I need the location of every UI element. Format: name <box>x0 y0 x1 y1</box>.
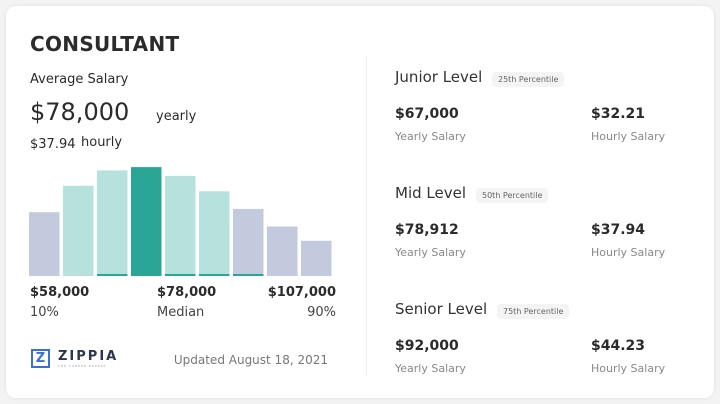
level-yearly-label: Yearly Salary <box>395 246 466 259</box>
job-title: CONSULTANT <box>30 32 180 56</box>
level-hourly-label: Hourly Salary <box>591 362 666 375</box>
histogram-bar <box>165 175 196 276</box>
level-yearly-value: $67,000 <box>395 106 459 122</box>
x-label-median: $78,000 <box>157 285 217 300</box>
level-yearly-label: Yearly Salary <box>395 362 466 375</box>
histogram-bar <box>131 167 162 276</box>
x-sub-low: 10% <box>30 305 59 320</box>
level-yearly-value: $78,912 <box>395 222 459 238</box>
level-name: Mid Level <box>395 184 466 202</box>
zippia-z-icon: Z <box>31 349 50 368</box>
average-salary-label: Average Salary <box>30 72 129 87</box>
histogram-bar <box>29 212 60 276</box>
level-hourly-value: $44.23 <box>591 338 646 354</box>
level-hourly-value: $32.21 <box>591 106 646 122</box>
histogram-bar-baseline <box>97 274 128 276</box>
histogram-bar-baseline <box>199 274 230 276</box>
zippia-logo[interactable]: Z ZIPPIA THE CAREER EXPERT <box>31 349 118 368</box>
histogram-bar-baseline <box>165 274 196 276</box>
salary-histogram <box>29 167 332 276</box>
divider <box>366 56 367 376</box>
level-yearly-value: $92,000 <box>395 338 459 354</box>
level-name: Junior Level <box>395 68 483 86</box>
brand-tagline: THE CAREER EXPERT <box>58 364 107 368</box>
x-sub-high: 90% <box>307 305 336 320</box>
percentile-badge: 75th Percentile <box>497 304 570 319</box>
salary-card: CONSULTANT Average Salary $78,000 yearly… <box>6 6 714 398</box>
average-hourly-value: $37.94 <box>30 137 76 152</box>
yearly-label: yearly <box>156 109 197 124</box>
x-label-low: $58,000 <box>30 285 90 300</box>
updated-date: Updated August 18, 2021 <box>173 353 328 367</box>
histogram-bar <box>97 170 128 276</box>
histogram-bar <box>199 191 230 276</box>
histogram-bar <box>233 208 264 276</box>
x-sub-median: Median <box>157 305 205 320</box>
histogram-bar <box>301 240 332 276</box>
histogram-bar-baseline <box>233 274 264 276</box>
x-label-high: $107,000 <box>267 285 336 300</box>
level-hourly-label: Hourly Salary <box>591 246 666 259</box>
level-name: Senior Level <box>395 300 488 318</box>
histogram-bar <box>63 185 94 276</box>
histogram-bar <box>267 226 298 276</box>
level-hourly-label: Hourly Salary <box>591 130 666 143</box>
hourly-label: hourly <box>81 135 123 150</box>
level-hourly-value: $37.94 <box>591 222 646 238</box>
brand-name: ZIPPIA <box>58 349 119 364</box>
average-yearly-value: $78,000 <box>30 98 130 126</box>
percentile-badge: 25th Percentile <box>492 72 565 87</box>
percentile-badge: 50th Percentile <box>476 188 549 203</box>
level-yearly-label: Yearly Salary <box>395 130 466 143</box>
